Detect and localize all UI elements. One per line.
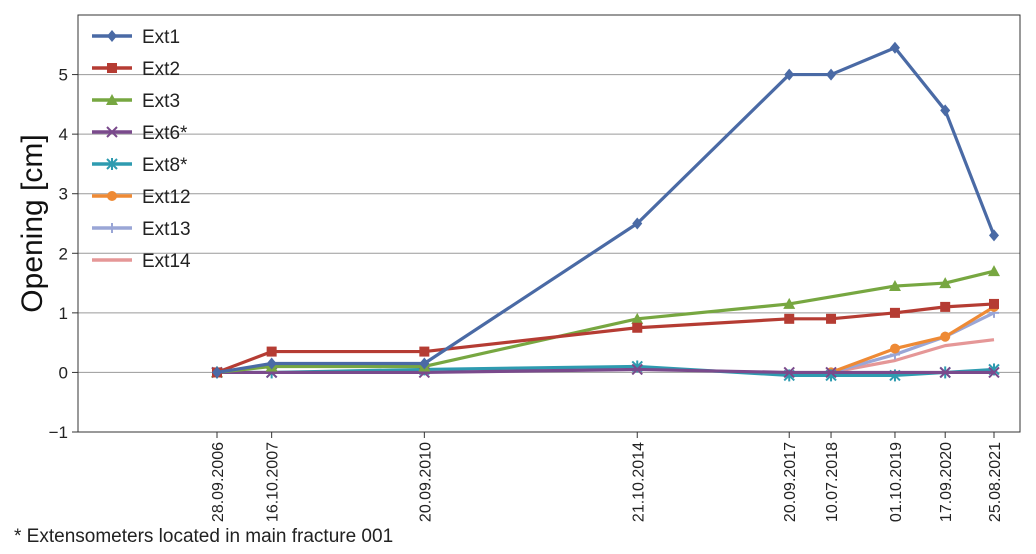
data-point [106, 126, 118, 138]
data-point [889, 307, 900, 318]
y-tick-label: 3 [59, 185, 68, 204]
y-axis-label: Opening [cm] [16, 134, 49, 312]
data-point [783, 366, 795, 379]
data-point [940, 301, 951, 312]
x-tick-label: 25.08.2021 [987, 442, 1004, 522]
x-tick-label: 20.09.2017 [782, 442, 799, 522]
y-tick-label: 5 [59, 66, 68, 85]
data-point [988, 265, 1000, 277]
data-point [825, 366, 837, 379]
x-tick-label: 10.07.2018 [824, 442, 841, 522]
series-line [217, 367, 994, 375]
data-point [107, 63, 117, 73]
x-tick-label: 21.10.2014 [630, 442, 647, 522]
x-tick-label: 16.10.2007 [265, 442, 282, 522]
x-tick-label: 20.09.2010 [417, 442, 434, 522]
data-point [632, 322, 643, 333]
data-point [939, 366, 951, 379]
legend-label: Ext8* [142, 155, 188, 176]
data-point [988, 366, 1000, 379]
series-line [216, 46, 996, 375]
series-line [830, 311, 995, 374]
data-point [826, 68, 837, 81]
series-line [830, 338, 995, 375]
data-point [784, 313, 795, 324]
x-tick-label: 28.09.2006 [210, 442, 227, 522]
data-point [784, 68, 795, 81]
data-point [107, 30, 117, 42]
data-point [783, 297, 796, 309]
data-point [989, 229, 999, 242]
data-point [107, 191, 117, 201]
y-tick-label: 1 [59, 304, 68, 323]
x-tick-label: 17.09.2020 [938, 442, 955, 522]
y-tick-label: 0 [59, 363, 68, 382]
legend-label: Ext12 [142, 187, 191, 208]
y-tick-label: 4 [59, 125, 68, 144]
legend-label: Ext1 [142, 27, 180, 48]
data-point [632, 217, 643, 230]
data-point [266, 357, 277, 370]
data-point [266, 346, 277, 357]
data-point [889, 41, 900, 54]
data-point [940, 331, 951, 342]
legend: Ext1 Ext2 Ext3 Ext6* Ext8* Ext12 Ext13 Ext14 [92, 27, 191, 272]
data-point [419, 357, 430, 370]
data-point [631, 312, 644, 324]
data-point [419, 346, 430, 357]
series-line [216, 269, 995, 375]
legend-label: Ext6* [142, 123, 188, 144]
x-tick-label: 01.10.2019 [888, 442, 905, 522]
legend-label: Ext14 [142, 251, 191, 272]
data-point [212, 366, 222, 379]
legend-label: Ext13 [142, 219, 191, 240]
data-point [940, 104, 951, 117]
data-point [106, 94, 118, 105]
y-tick-label: 2 [59, 244, 68, 263]
series-line [830, 305, 995, 374]
data-point [889, 343, 900, 354]
series-ext14 [830, 338, 995, 375]
legend-label: Ext2 [142, 59, 180, 80]
footnote: * Extensometers located in main fracture… [14, 526, 394, 547]
y-tick-label: −1 [49, 423, 68, 442]
data-point [631, 363, 643, 376]
plot-frame [77, 14, 1021, 433]
series-ext1 [212, 41, 999, 379]
data-point [826, 313, 837, 324]
data-point [989, 298, 999, 309]
data-point [939, 277, 952, 289]
legend-label: Ext3 [142, 91, 180, 112]
series-ext3 [211, 265, 1000, 378]
data-point [888, 280, 901, 292]
